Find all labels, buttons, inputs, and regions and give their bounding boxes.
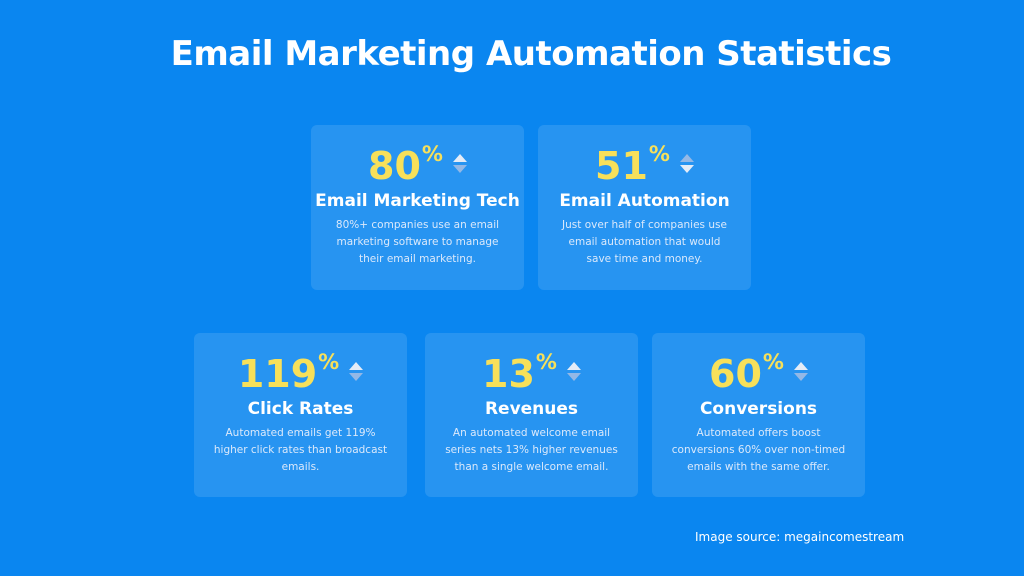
stat-card-click-rates: 119% Click Rates Automated emails get 11…: [194, 333, 407, 497]
card-description: An automated welcome email series nets 1…: [445, 427, 618, 473]
stat-number: 80: [368, 144, 421, 188]
card-title: Conversions: [699, 399, 818, 419]
stat-card-revenues: 13% Revenues An automated welcome email …: [425, 333, 638, 497]
stat-unit: %: [318, 350, 340, 374]
card-description: Just over half of companies use email au…: [562, 219, 727, 265]
card-title: Revenues: [484, 399, 579, 419]
sort-arrows-icon: [452, 154, 467, 176]
stat-unit: %: [535, 350, 557, 374]
stat-number: 60: [709, 352, 762, 396]
stat-value: 60%: [709, 350, 808, 397]
stat-value: 80%: [368, 142, 467, 189]
stat-number: 51: [595, 144, 648, 188]
card-description: Automated offers boost conversions 60% o…: [671, 427, 846, 473]
stat-card-email-automation: 51% Email Automation Just over half of c…: [538, 125, 751, 290]
sort-arrows-icon: [793, 362, 808, 384]
stat-value: 119%: [237, 350, 364, 397]
stat-unit: %: [762, 350, 784, 374]
stat-unit: %: [648, 142, 670, 166]
stat-value: 51%: [595, 142, 694, 189]
card-description: Automated emails get 119% higher click r…: [213, 427, 388, 473]
page-title: Email Marketing Automation Statistics: [170, 34, 892, 74]
card-title: Click Rates: [247, 399, 354, 419]
stat-number: 13: [482, 352, 535, 396]
stat-value: 13%: [482, 350, 581, 397]
sort-arrows-icon: [349, 362, 364, 384]
stat-card-conversions: 60% Conversions Automated offers boost c…: [652, 333, 865, 497]
sort-arrows-icon: [679, 154, 694, 176]
card-description: 80%+ companies use an email marketing so…: [335, 219, 500, 265]
card-title: Email Marketing Tech: [315, 191, 520, 211]
image-source-caption: Image source: megaincomestream: [695, 530, 905, 544]
card-title: Email Automation: [559, 191, 730, 211]
sort-arrows-icon: [566, 362, 581, 384]
stat-card-email-marketing-tech: 80% Email Marketing Tech 80%+ companies …: [311, 125, 524, 290]
stat-unit: %: [421, 142, 443, 166]
stat-number: 119: [237, 352, 318, 396]
